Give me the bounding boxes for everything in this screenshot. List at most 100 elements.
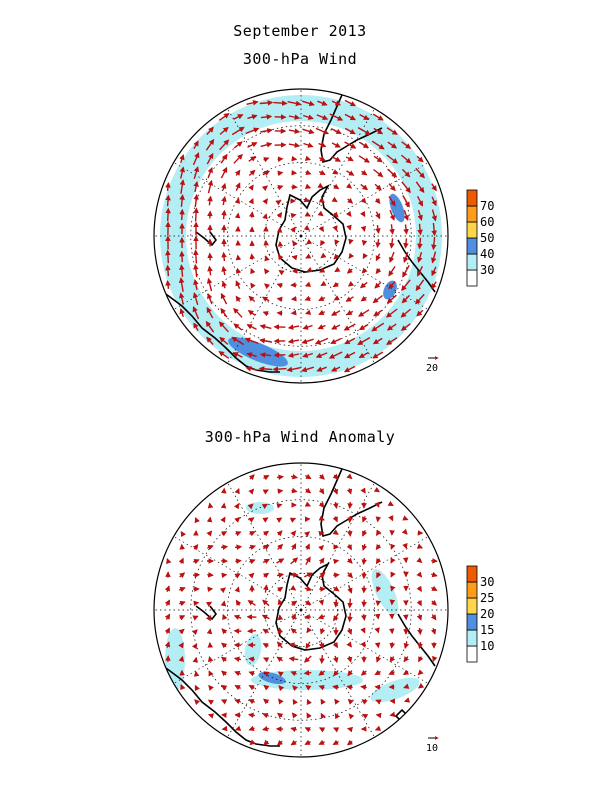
colorbar-wind: 30 40 50 60 70 xyxy=(466,189,494,287)
wind-vector xyxy=(292,698,298,706)
wind-vector xyxy=(389,251,395,263)
wind-vector xyxy=(360,183,369,191)
wind-vector xyxy=(290,212,297,219)
wind-vector xyxy=(318,488,325,495)
reference-vector-label: 20 xyxy=(426,363,438,374)
wind-vector xyxy=(234,725,242,731)
wind-vector xyxy=(192,152,200,166)
wind-vector xyxy=(401,294,411,304)
wind-vector xyxy=(207,265,213,276)
wind-vector xyxy=(263,157,270,163)
wind-vector xyxy=(247,310,256,316)
wind-vector xyxy=(318,530,325,537)
wind-vector xyxy=(303,572,313,578)
wind-vector xyxy=(234,586,240,593)
wind-vector xyxy=(402,669,410,676)
wind-vector xyxy=(362,713,369,720)
wind-vector xyxy=(402,265,410,278)
wind-vector xyxy=(250,267,256,275)
wind-vector xyxy=(193,263,199,278)
wind-vector xyxy=(318,225,324,233)
wind-vector xyxy=(320,239,326,247)
south-america-coast xyxy=(320,463,383,538)
wind-vector xyxy=(305,685,312,691)
wind-vector xyxy=(305,556,311,565)
wind-vector xyxy=(333,613,339,622)
wind-vector xyxy=(221,265,227,276)
reference-vector-wind: 20 xyxy=(426,356,439,374)
wind-vector xyxy=(390,585,396,592)
wind-vector xyxy=(318,295,326,302)
wind-vector xyxy=(389,642,396,649)
colorbar-label: 40 xyxy=(480,247,494,261)
wind-vector xyxy=(218,113,230,121)
wind-vector xyxy=(277,488,284,495)
wind-vector xyxy=(179,308,185,318)
wind-vector xyxy=(233,656,242,663)
wind-vector xyxy=(233,141,243,149)
wind-vector xyxy=(234,197,241,204)
wind-vector xyxy=(417,237,423,250)
wind-vector xyxy=(361,699,368,705)
wind-vector xyxy=(179,587,186,593)
wind-vector xyxy=(234,169,241,176)
wind-vector xyxy=(346,739,354,746)
wind-vector xyxy=(287,352,300,358)
wind-vector xyxy=(347,585,353,594)
wind-vector xyxy=(233,323,243,331)
wind-vector xyxy=(306,698,312,706)
wind-vector xyxy=(331,310,341,316)
wind-vector xyxy=(301,338,314,345)
wind-vector xyxy=(314,337,329,345)
wind-vector xyxy=(347,530,353,537)
wind-vector xyxy=(247,503,254,510)
wind-vector xyxy=(304,543,310,550)
wind-vector xyxy=(276,558,285,564)
wind-vector xyxy=(292,240,298,247)
colorbar-label: 10 xyxy=(480,639,494,653)
wind-vector xyxy=(206,628,213,635)
wind-vector xyxy=(235,599,242,606)
wind-vector xyxy=(304,155,311,161)
wind-vector xyxy=(246,100,259,106)
wind-vector xyxy=(261,503,268,510)
wind-vector xyxy=(207,195,213,206)
wind-vector xyxy=(164,641,171,648)
wind-vector xyxy=(331,156,341,162)
wind-vector xyxy=(178,642,184,649)
wind-vector xyxy=(302,114,314,120)
wind-vector xyxy=(304,739,311,746)
wind-vector xyxy=(332,655,339,664)
wind-vector xyxy=(371,140,385,150)
wind-vector xyxy=(346,309,354,316)
wind-vector xyxy=(334,239,340,246)
wind-vector xyxy=(244,337,259,345)
wind-vector xyxy=(348,252,355,260)
wind-vector xyxy=(306,266,313,273)
wind-vector xyxy=(259,324,272,330)
wind-vector xyxy=(333,572,340,578)
wind-vector xyxy=(234,670,242,677)
wind-vector xyxy=(193,279,199,291)
wind-vector xyxy=(387,141,398,149)
wind-vector xyxy=(248,544,256,551)
wind-vector xyxy=(277,253,284,261)
wind-vector xyxy=(305,641,311,650)
wind-vector xyxy=(262,198,268,205)
wind-vector xyxy=(259,100,274,106)
colorbar-swatch xyxy=(466,253,478,271)
wind-vector xyxy=(302,324,313,330)
wind-vector xyxy=(278,698,284,705)
australia-coast xyxy=(159,663,280,747)
wind-vector xyxy=(332,225,338,232)
wind-vector xyxy=(247,142,258,148)
wind-vector xyxy=(276,282,283,289)
wind-vector xyxy=(400,308,412,318)
wind-vector xyxy=(288,114,301,120)
wind-vector xyxy=(248,656,255,663)
wind-vector xyxy=(344,127,356,135)
wind-vector xyxy=(207,699,215,706)
wind-vector xyxy=(277,598,284,607)
wind-vector xyxy=(417,669,424,676)
